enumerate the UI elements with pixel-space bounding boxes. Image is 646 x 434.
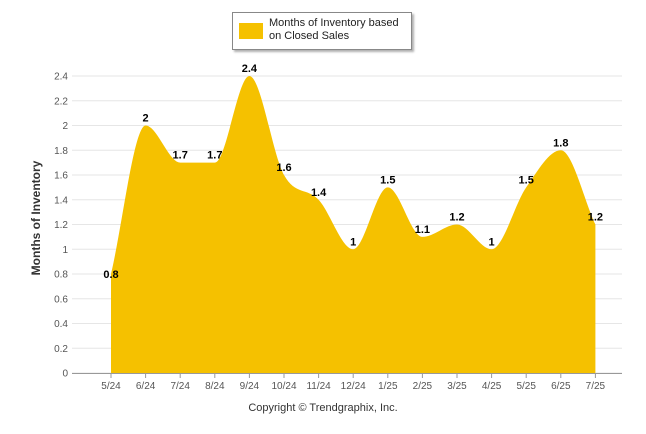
- area-layer: [111, 76, 596, 373]
- data-label-layer: 0.8 2 1.7 1.7 2.4 1.6 1.4 1 1.5 1.1 1.2 1 1.5 1.8 1.2: [103, 63, 603, 281]
- data-label: 1.1: [415, 224, 430, 236]
- x-tick-label: 6/24: [136, 381, 156, 392]
- data-label: 2.4: [242, 63, 258, 75]
- data-label: 0.8: [103, 269, 118, 281]
- data-label: 1.7: [207, 150, 222, 162]
- y-tick-label: 0.2: [54, 344, 68, 355]
- x-tick-label: 9/24: [240, 381, 260, 392]
- y-tick-label: 1.2: [54, 220, 68, 231]
- x-tick-label: 1/25: [378, 381, 398, 392]
- x-tick-label: 7/24: [170, 381, 190, 392]
- data-label: 1.2: [588, 212, 603, 224]
- y-tick-label: 0.6: [54, 294, 68, 305]
- y-tick-label: 1.6: [54, 171, 68, 182]
- x-tick-label: 6/25: [551, 381, 571, 392]
- x-tick-label: 5/24: [101, 381, 121, 392]
- data-label: 1.6: [276, 162, 291, 174]
- data-label: 1.7: [173, 150, 188, 162]
- x-tick-label: 7/25: [586, 381, 606, 392]
- y-axis-title: Months of Inventory: [29, 160, 43, 276]
- series-area: [111, 76, 596, 373]
- x-tick-label: 8/24: [205, 381, 225, 392]
- x-tick-label: 11/24: [306, 381, 331, 392]
- x-tick-label: 12/24: [341, 381, 366, 392]
- data-label: 1.2: [449, 212, 464, 224]
- y-tick-label: 1.4: [54, 195, 68, 206]
- data-label: 1.4: [311, 187, 327, 199]
- x-tick-label: 2/25: [413, 381, 433, 392]
- x-tick-label: 10/24: [271, 381, 296, 392]
- legend-label: Months of Inventory based on Closed Sale…: [269, 17, 399, 42]
- legend[interactable]: Months of Inventory based on Closed Sale…: [232, 12, 412, 50]
- data-label: 1.8: [553, 137, 568, 149]
- x-tick-label: 5/25: [516, 381, 536, 392]
- y-tick-label: 1: [62, 245, 68, 256]
- legend-swatch: [239, 23, 263, 39]
- y-tick-label: 2.2: [54, 96, 68, 107]
- x-tick-label: 3/25: [447, 381, 467, 392]
- data-label: 1: [489, 236, 495, 248]
- data-label: 1.5: [380, 174, 395, 186]
- data-label: 2: [143, 113, 149, 125]
- data-label: 1: [350, 236, 356, 248]
- x-tick-label: 4/25: [482, 381, 502, 392]
- y-tick-label: 2: [62, 121, 68, 132]
- y-tick-label: 2.4: [54, 72, 68, 83]
- data-label: 1.5: [519, 174, 534, 186]
- y-tick-label: 0.8: [54, 270, 68, 281]
- y-tick-label: 1.8: [54, 146, 68, 157]
- y-tick-label: 0.4: [54, 319, 68, 330]
- axis-layer: 0 0.2 0.4 0.6 0.8 1 1.2 1.4 1.6 1.8 2 2.2 2.4 5/24 6/2…: [54, 72, 622, 392]
- y-tick-label: 0: [62, 369, 68, 380]
- copyright-text: Copyright © Trendgraphix, Inc.: [248, 402, 398, 414]
